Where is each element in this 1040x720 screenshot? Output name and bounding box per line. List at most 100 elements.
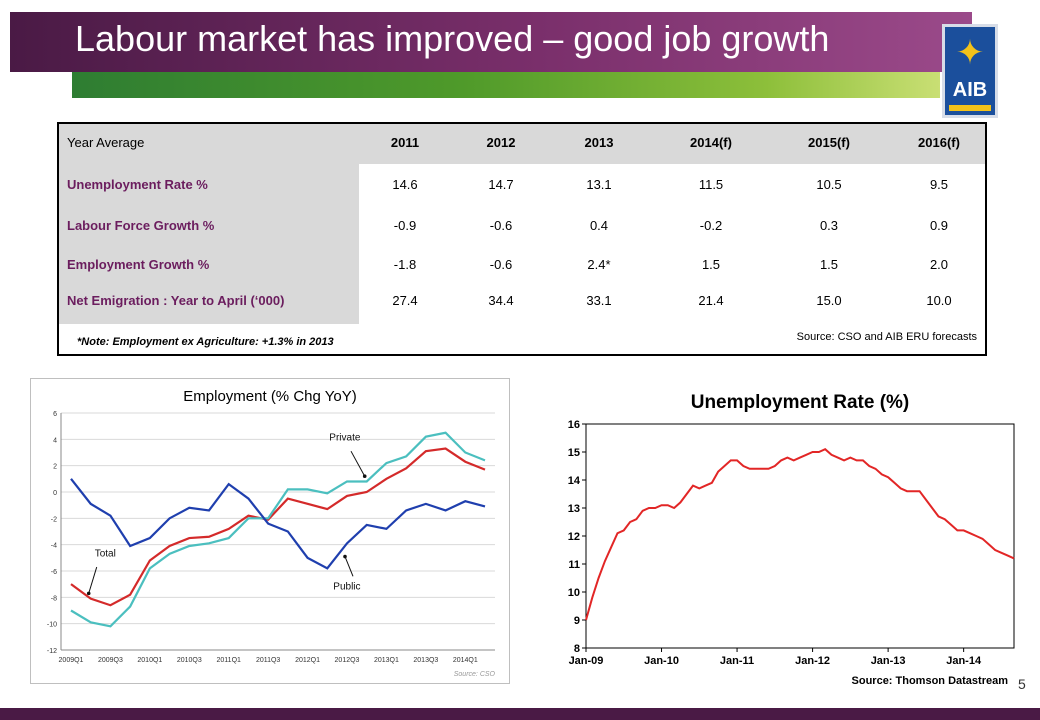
x-tick-label: 2011Q3 xyxy=(256,657,280,664)
table-cell: 1.5 xyxy=(701,257,721,272)
annotation-arrow xyxy=(88,566,98,594)
chart-title: Employment (% Chg YoY) xyxy=(183,388,356,405)
y-tick-label: 15 xyxy=(568,447,580,459)
title-bar xyxy=(10,12,972,72)
table-cell: 15.0 xyxy=(816,293,842,308)
y-tick-label: -2 xyxy=(51,516,57,523)
x-tick-label: 2011Q1 xyxy=(217,657,241,664)
table-cell: 10.5 xyxy=(816,177,842,192)
table-cell: 14.7 xyxy=(488,177,514,192)
table-cell: 33.1 xyxy=(586,293,612,308)
table-cell: -0.6 xyxy=(489,257,513,272)
x-tick-label: 2012Q3 xyxy=(335,657,360,664)
header-year: 2012 xyxy=(486,135,516,150)
table-cell: 2.4* xyxy=(587,257,611,272)
y-tick-label: 2 xyxy=(53,464,57,471)
forecast-table: Year Average 2011 2012 2013 2014(f) 2015… xyxy=(57,122,987,356)
y-tick-label: 11 xyxy=(568,559,580,571)
x-tick-label: Jan-10 xyxy=(644,655,679,667)
x-tick-label: Jan-14 xyxy=(946,655,982,667)
table-cell: 14.6 xyxy=(392,177,418,192)
x-tick-label: 2010Q3 xyxy=(177,657,202,664)
aib-logo: ✦ AIB xyxy=(942,24,998,118)
x-tick-label: 2009Q1 xyxy=(59,657,84,664)
page-number: 5 xyxy=(1018,676,1026,692)
x-tick-label: 2010Q1 xyxy=(137,657,162,664)
y-tick-label: 0 xyxy=(53,490,57,497)
y-tick-label: 6 xyxy=(53,411,57,418)
table-cell: 10.0 xyxy=(926,293,952,308)
row-label: Employment Growth % xyxy=(67,257,210,272)
chart-title: Unemployment Rate (%) xyxy=(691,392,910,413)
y-tick-label: 16 xyxy=(568,419,580,431)
chart-source: Source: Thomson Datastream xyxy=(852,675,1009,687)
chart-source: Source: CSO xyxy=(454,671,496,678)
crest-icon: ✦ xyxy=(955,34,985,72)
table-note: *Note: Employment ex Agriculture: +1.3% … xyxy=(77,336,334,348)
header-year: 2013 xyxy=(584,135,614,150)
series-line-unemployment xyxy=(585,448,1015,621)
employment-chart: Employment (% Chg YoY) 6 4 2 0 -2 -4 -6 -8 -10 -12… xyxy=(47,388,496,678)
table-cell: 9.5 xyxy=(929,177,949,192)
row-label: Net Emigration : Year to April (‘000) xyxy=(67,293,285,308)
y-tick-label: 10 xyxy=(568,587,580,599)
x-tick-label: Jan-12 xyxy=(795,655,830,667)
y-tick-label: -8 xyxy=(51,595,57,602)
x-tick-label: 2014Q1 xyxy=(453,657,478,664)
y-tick-label: 4 xyxy=(53,437,57,444)
table-cell: -0.2 xyxy=(699,218,723,233)
header-year: 2011 xyxy=(390,135,420,150)
y-tick-label: -10 xyxy=(47,622,57,629)
table-cell: 11.5 xyxy=(698,177,724,192)
x-tick-label: Jan-09 xyxy=(569,655,604,667)
y-tick-label: 14 xyxy=(568,475,581,487)
logo-stripe xyxy=(949,105,991,111)
series-line-total xyxy=(70,447,486,607)
series-line-public xyxy=(70,478,486,570)
annotation-arrow xyxy=(344,556,354,577)
x-tick-label: 2013Q3 xyxy=(413,657,438,664)
header-year: 2014(f) xyxy=(690,135,732,150)
series-line-private xyxy=(70,431,486,628)
footer-bar xyxy=(0,708,1040,720)
unemployment-chart-panel: Unemployment Rate (%) 16 15 14 13 12 11 10 9 8 Jan… xyxy=(552,380,1022,694)
title-accent-bar xyxy=(72,72,940,98)
annotation-arrowhead xyxy=(86,591,91,596)
table-cell: 0.9 xyxy=(929,218,949,233)
header-label: Year Average xyxy=(67,135,145,150)
annotation-arrow xyxy=(350,450,366,477)
row-label: Labour Force Growth % xyxy=(67,218,215,233)
table-cell: 1.5 xyxy=(819,257,839,272)
table-label-column xyxy=(59,164,359,324)
annotation-label: Public xyxy=(333,581,360,592)
header-year: 2016(f) xyxy=(918,135,960,150)
table-cell: 27.4 xyxy=(392,293,418,308)
y-tick-label: 9 xyxy=(574,615,580,627)
y-tick-label: -6 xyxy=(51,569,57,576)
table-cell: -1.8 xyxy=(393,257,417,272)
table-cell: 34.4 xyxy=(488,293,514,308)
annotation-arrowhead xyxy=(362,474,367,478)
x-tick-label: 2013Q1 xyxy=(374,657,399,664)
unemployment-chart: Unemployment Rate (%)1615141312111098Jan… xyxy=(568,392,1015,687)
table-cell: 13.1 xyxy=(586,177,612,192)
y-tick-label: -4 xyxy=(51,543,57,550)
table-cell: 0.4 xyxy=(589,218,609,233)
x-tick-label: 2012Q1 xyxy=(295,657,320,664)
x-tick-label: 2009Q3 xyxy=(98,657,123,664)
y-tick-label: -12 xyxy=(47,648,57,655)
table-cell: 2.0 xyxy=(929,257,949,272)
annotation-label: Private xyxy=(329,433,361,444)
header-year: 2015(f) xyxy=(808,135,850,150)
annotation-arrowhead xyxy=(343,554,347,559)
employment-chart-panel: Employment (% Chg YoY) 6 4 2 0 -2 -4 -6 -8 -10 -12… xyxy=(30,378,510,684)
y-tick-label: 12 xyxy=(568,531,580,543)
table-source: Source: CSO and AIB ERU forecasts xyxy=(796,331,977,343)
x-tick-label: Jan-11 xyxy=(720,655,754,667)
y-tick-label: 13 xyxy=(568,503,580,515)
row-label: Unemployment Rate % xyxy=(67,177,208,192)
table-cell: -0.6 xyxy=(489,218,513,233)
y-tick-label: 8 xyxy=(574,643,580,655)
table-cell: 0.3 xyxy=(819,218,839,233)
annotation-label: Total xyxy=(95,549,116,560)
